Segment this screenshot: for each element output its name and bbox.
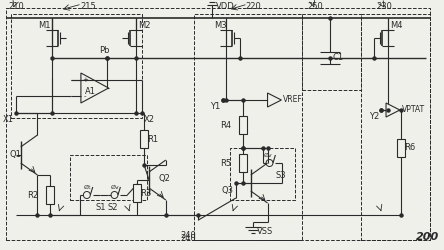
Text: R6: R6 <box>404 144 415 152</box>
Text: 215: 215 <box>80 2 95 11</box>
Text: 210: 210 <box>9 2 24 11</box>
Text: M1: M1 <box>39 21 51 30</box>
Polygon shape <box>386 103 400 117</box>
Polygon shape <box>268 93 281 107</box>
Text: Q2: Q2 <box>159 174 171 182</box>
Text: VSS: VSS <box>257 227 273 236</box>
Text: R4: R4 <box>220 120 231 130</box>
Bar <box>397 139 405 157</box>
Bar <box>140 130 148 148</box>
Bar <box>239 116 247 134</box>
Bar <box>230 148 295 200</box>
Text: S3: S3 <box>275 171 286 180</box>
Text: Y2: Y2 <box>369 112 379 121</box>
Bar <box>302 14 361 90</box>
Text: 220: 220 <box>246 2 262 11</box>
Text: Pb: Pb <box>99 46 109 55</box>
Text: X1: X1 <box>3 115 14 124</box>
Text: Øv: Øv <box>111 185 120 190</box>
Text: 240: 240 <box>181 231 196 240</box>
Text: X2: X2 <box>144 115 155 124</box>
Bar <box>239 154 247 172</box>
Text: 250: 250 <box>307 2 323 11</box>
Text: R2: R2 <box>28 190 39 200</box>
Text: +: + <box>82 77 88 83</box>
Text: Q1: Q1 <box>10 150 22 160</box>
Text: M3: M3 <box>214 21 227 30</box>
Bar <box>361 14 431 240</box>
Bar <box>11 14 142 118</box>
Bar <box>194 14 302 240</box>
Bar <box>133 184 141 202</box>
Text: Øt: Øt <box>84 185 91 190</box>
Text: VDD: VDD <box>216 2 235 11</box>
Text: Y1: Y1 <box>210 102 220 111</box>
Text: VPTAT: VPTAT <box>402 106 425 114</box>
Text: VREF: VREF <box>283 96 303 104</box>
Text: R3: R3 <box>140 188 151 198</box>
Text: R1: R1 <box>147 134 158 143</box>
Text: 200: 200 <box>416 232 439 242</box>
Text: M4: M4 <box>390 21 402 30</box>
Text: Øv: Øv <box>264 153 273 158</box>
Text: -: - <box>83 93 86 99</box>
Text: A1: A1 <box>85 86 96 96</box>
Text: S1: S1 <box>96 203 106 212</box>
Text: R5: R5 <box>220 158 231 168</box>
Text: 240: 240 <box>181 234 196 243</box>
Text: Q3: Q3 <box>222 186 234 196</box>
Bar <box>46 186 54 204</box>
Text: C1: C1 <box>333 54 344 62</box>
Text: M2: M2 <box>138 21 151 30</box>
Text: S2: S2 <box>107 203 118 212</box>
Bar <box>70 155 147 200</box>
Text: 230: 230 <box>376 2 392 11</box>
